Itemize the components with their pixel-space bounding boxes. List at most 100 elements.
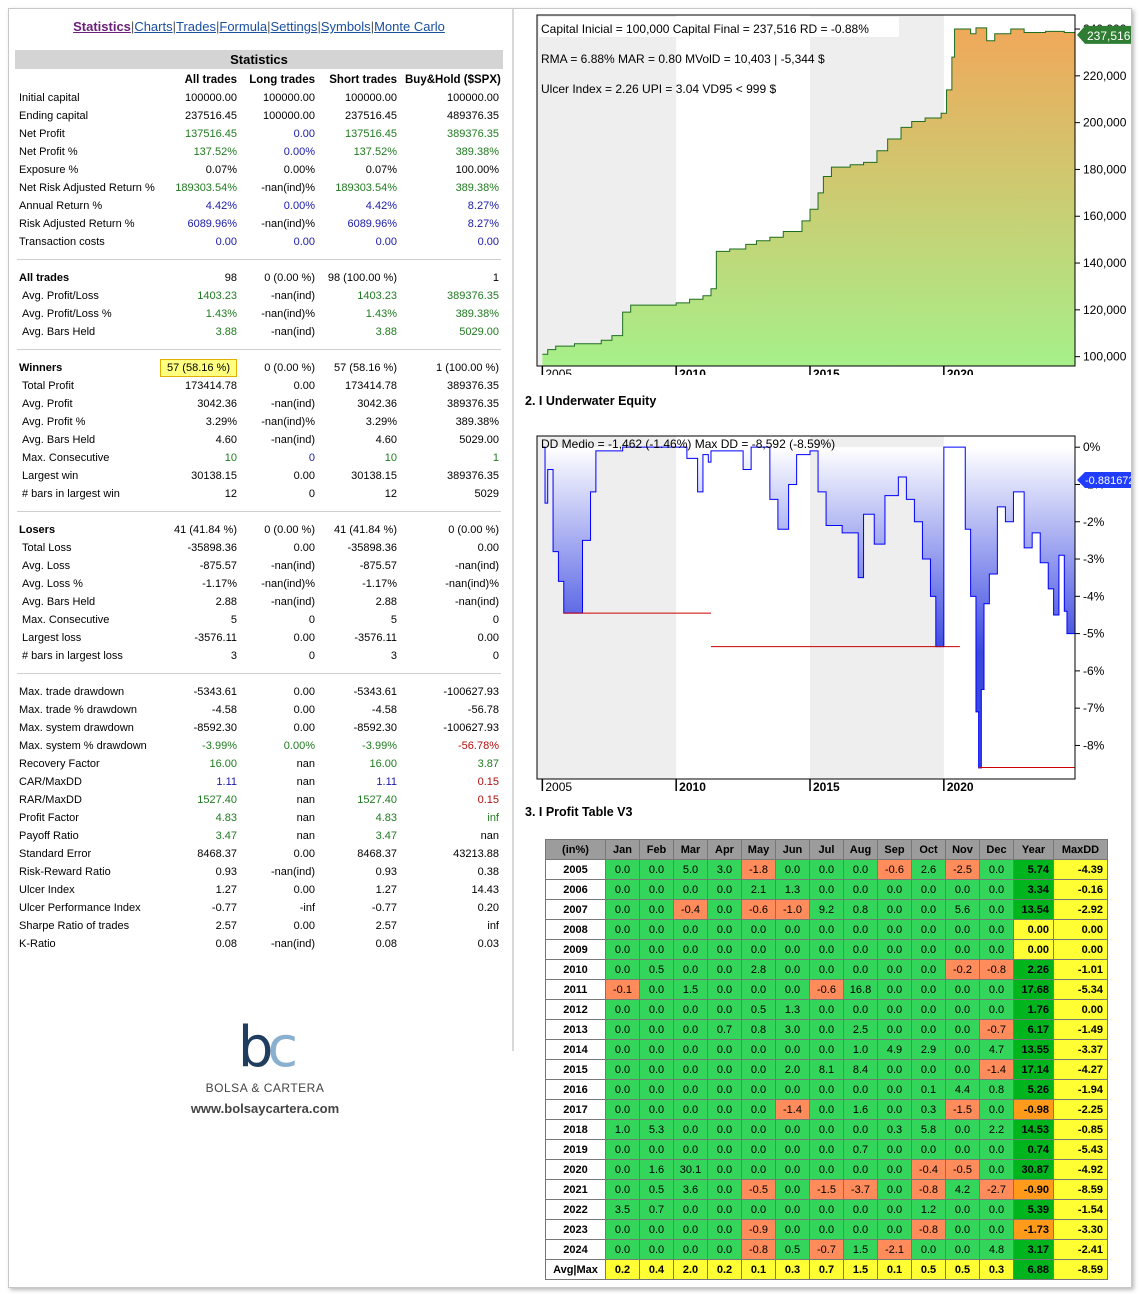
profit-month-cell: 0.0: [877, 959, 912, 980]
stat-value: 4.83: [215, 812, 237, 824]
stat-label: Winners: [19, 362, 63, 374]
stat-label: Exposure %: [19, 164, 79, 176]
nav-link-monte-carlo[interactable]: Monte Carlo: [374, 19, 445, 34]
profit-col-in: (in%): [545, 839, 606, 860]
y-tick-label: 220,000: [1083, 69, 1127, 83]
profit-month-cell: 0.0: [911, 939, 946, 960]
nav-link-charts[interactable]: Charts: [134, 19, 173, 34]
profit-month-cell: 0.0: [605, 1019, 640, 1040]
stat-row-bars-in-largest-loss: # bars in largest loss 3 0 3 0: [15, 647, 503, 665]
profit-month-cell: 0.0: [911, 919, 946, 940]
profit-month-cell: 0.5: [741, 999, 776, 1020]
profit-month-cell: 0.0: [605, 1159, 640, 1180]
stat-value: -nan(ind)%: [445, 578, 499, 590]
profit-month-cell: 0.0: [639, 1099, 674, 1120]
profit-month-cell: 0.0: [877, 899, 912, 920]
profit-row-2020: 2020 0.0 1.6 30.1 0.0 0.0 0.0 0.0 0.0 0.0 -0.4 -0.5…: [545, 1159, 1108, 1180]
stat-label: Total Loss: [22, 542, 72, 554]
x-tick-label: 2005: [545, 780, 572, 794]
profit-month-cell: 0.7: [707, 1019, 742, 1040]
col-long-trades: Long trades: [249, 74, 315, 86]
profit-maxdd: -3.37: [1053, 1039, 1108, 1060]
profit-col-aug: Aug: [843, 839, 878, 860]
profit-month-cell: 0.3: [979, 1259, 1014, 1280]
profit-month-cell: 0.5: [945, 1259, 980, 1280]
nav-link-trades[interactable]: Trades: [176, 19, 216, 34]
profit-month-cell: 0.0: [775, 1179, 810, 1200]
profit-month-cell: 1.3: [775, 879, 810, 900]
section-separator: [15, 251, 503, 269]
stat-row-net-profit: Net Profit 137516.45 0.00 137516.45 389376.3…: [15, 125, 503, 143]
stat-row-risk-reward-ratio: Risk-Reward Ratio 0.93 -nan(ind) 0.93 0.38: [15, 863, 503, 881]
profit-month-cell: 0.0: [843, 1219, 878, 1240]
profit-month-cell: 0.0: [741, 1039, 776, 1060]
profit-month-cell: 0.0: [775, 959, 810, 980]
y-tick-label: 140,000: [1083, 256, 1127, 270]
panel-divider: [512, 9, 514, 1051]
profit-month-cell: 0.5: [911, 1259, 946, 1280]
stat-label: All trades: [19, 272, 70, 284]
x-tick-label: 2020: [947, 367, 974, 375]
stat-label: Annual Return %: [19, 200, 103, 212]
profit-col-feb: Feb: [639, 839, 674, 860]
stat-value: nan: [296, 776, 315, 788]
stat-label: Ending capital: [19, 110, 89, 122]
profit-month-cell: 8.1: [809, 1059, 844, 1080]
stat-value: -nan(ind)%: [261, 218, 315, 230]
stat-value: 0.00: [293, 380, 315, 392]
profit-row-2021: 2021 0.0 0.5 3.6 0.0 -0.5 0.0 -1.5 -3.7 0.0 -0.8 4.…: [545, 1179, 1108, 1200]
profit-year-total: -0.90: [1013, 1179, 1054, 1200]
profit-month-cell: 0.0: [843, 1119, 878, 1140]
profit-year: Avg|Max: [545, 1259, 606, 1280]
stat-value: 3.88: [375, 326, 397, 338]
stat-value: -nan(ind): [270, 398, 315, 410]
stat-value: 57 (58.16 %): [334, 362, 397, 374]
profit-month-cell: 0.0: [979, 859, 1014, 880]
stat-label: Recovery Factor: [19, 758, 100, 770]
nav-link-settings[interactable]: Settings: [270, 19, 318, 34]
y-tick-label: 200,000: [1083, 116, 1127, 130]
profit-month-cell: 0.5: [639, 1179, 674, 1200]
profit-year-total: 0.00: [1013, 939, 1054, 960]
stat-value: 3.88: [215, 326, 237, 338]
stat-value: -35898.36: [187, 542, 237, 554]
stat-value: 6089.96%: [347, 218, 397, 230]
profit-month-cell: 0.0: [605, 1179, 640, 1200]
profit-row-2010: 2010 0.0 0.5 0.0 0.0 2.8 0.0 0.0 0.0 0.0 0.0 -0.2 -0…: [545, 959, 1108, 980]
profit-year-total: 17.14: [1013, 1059, 1054, 1080]
stat-label: Losers: [19, 524, 56, 536]
profit-col-maxdd: MaxDD: [1053, 839, 1108, 860]
x-tick-label: 2020: [947, 780, 974, 794]
profit-month-cell: -0.8: [741, 1239, 776, 1260]
stat-value: 1403.23: [197, 290, 237, 302]
profit-month-cell: 0.0: [775, 1039, 810, 1060]
profit-month-cell: 0.0: [605, 939, 640, 960]
profit-month-cell: 16.8: [843, 979, 878, 1000]
nav-link-symbols[interactable]: Symbols: [320, 19, 371, 34]
stat-value: -nan(ind): [270, 290, 315, 302]
profit-month-cell: 0.0: [945, 1019, 980, 1040]
profit-month-cell: 0.0: [707, 1239, 742, 1260]
profit-month-cell: -2.1: [877, 1239, 912, 1260]
profit-col-oct: Oct: [911, 839, 946, 860]
profit-month-cell: 0.0: [639, 1079, 674, 1100]
stat-value: 0.00: [293, 632, 315, 644]
nav-link-statistics[interactable]: Statistics: [73, 19, 131, 34]
profit-month-cell: -0.6: [741, 899, 776, 920]
nav-separator: |: [172, 19, 176, 34]
profit-maxdd: -3.30: [1053, 1219, 1108, 1240]
profit-month-cell: 0.0: [809, 919, 844, 940]
profit-row-2014: 2014 0.0 0.0 0.0 0.0 0.0 0.0 0.0 1.0 4.9 2.9 0.0 4.7…: [545, 1039, 1108, 1060]
stat-value: 0: [308, 452, 315, 464]
stat-value: 5029.00: [459, 326, 499, 338]
profit-col-dec: Dec: [979, 839, 1014, 860]
stat-value: -nan(ind): [270, 326, 315, 338]
profit-month-cell: 0.0: [741, 1159, 776, 1180]
nav-link-formula[interactable]: Formula: [219, 19, 268, 34]
profit-month-cell: 0.0: [673, 1019, 708, 1040]
profit-month-cell: 0.0: [707, 1139, 742, 1160]
profit-row-2005: 2005 0.0 0.0 5.0 3.0 -1.8 0.0 0.0 0.0 -0.6 2.6 -2.5…: [545, 859, 1108, 880]
stat-value: 1: [492, 452, 499, 464]
stat-row-largest-win: Largest win 30138.15 0.00 30138.15 389376.35: [15, 467, 503, 485]
stat-value: 0: [308, 650, 315, 662]
